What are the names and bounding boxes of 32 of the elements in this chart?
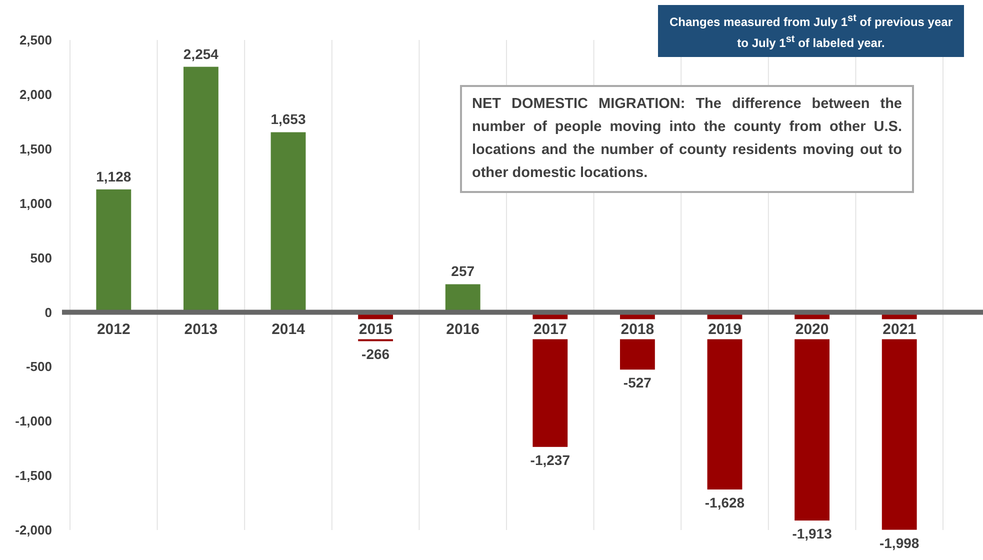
annotation: NET DOMESTIC MIGRATION: The difference between the number of people moving into the county from other U.S. locations and the number of county residents moving out to other domestic locations. [460, 85, 914, 193]
y-tick-label: 0 [44, 304, 52, 320]
data-label: -527 [623, 374, 652, 391]
y-tick-label: 1,500 [19, 141, 52, 156]
data-label: -1,237 [530, 452, 570, 468]
y-tick-label: 500 [30, 250, 52, 266]
y-tick-label: 2,000 [19, 86, 52, 102]
x-tick-label: 2021 [882, 321, 916, 338]
x-tick-label: 2013 [184, 321, 218, 338]
x-tick-label: 2019 [708, 321, 742, 338]
x-tick-label: 2015 [358, 321, 392, 338]
data-label: -1,998 [880, 534, 920, 551]
data-label: 1,653 [270, 111, 306, 128]
x-tick-label: 2017 [533, 321, 567, 338]
x-tick-label: 2018 [620, 321, 654, 338]
data-label: -266 [362, 346, 390, 362]
text: Changes measured from July 1$^{st}$ of previous year to July 1$^{st}$ of labeled year. [669, 13, 952, 50]
y-tick-label: 2,500 [19, 32, 52, 48]
x-tick-label: 2014 [272, 321, 306, 338]
y-tick-label: -500 [26, 359, 52, 374]
y-tick-label: -1,500 [15, 468, 52, 484]
data-label: 257 [451, 263, 475, 280]
x-tick-label: 2012 [96, 321, 130, 338]
y-tick-label: -2,000 [15, 522, 52, 538]
data-label: -1,913 [792, 526, 832, 542]
x-tick-label: 2020 [795, 321, 829, 338]
y-tick-label: 1,000 [19, 196, 52, 211]
data-label: 2,254 [183, 46, 219, 62]
data-label: -1,628 [704, 494, 745, 510]
data-label: 1,128 [96, 168, 132, 184]
y-tick-label: -1,000 [15, 414, 52, 429]
x-tick-label: 2016 [446, 321, 480, 338]
